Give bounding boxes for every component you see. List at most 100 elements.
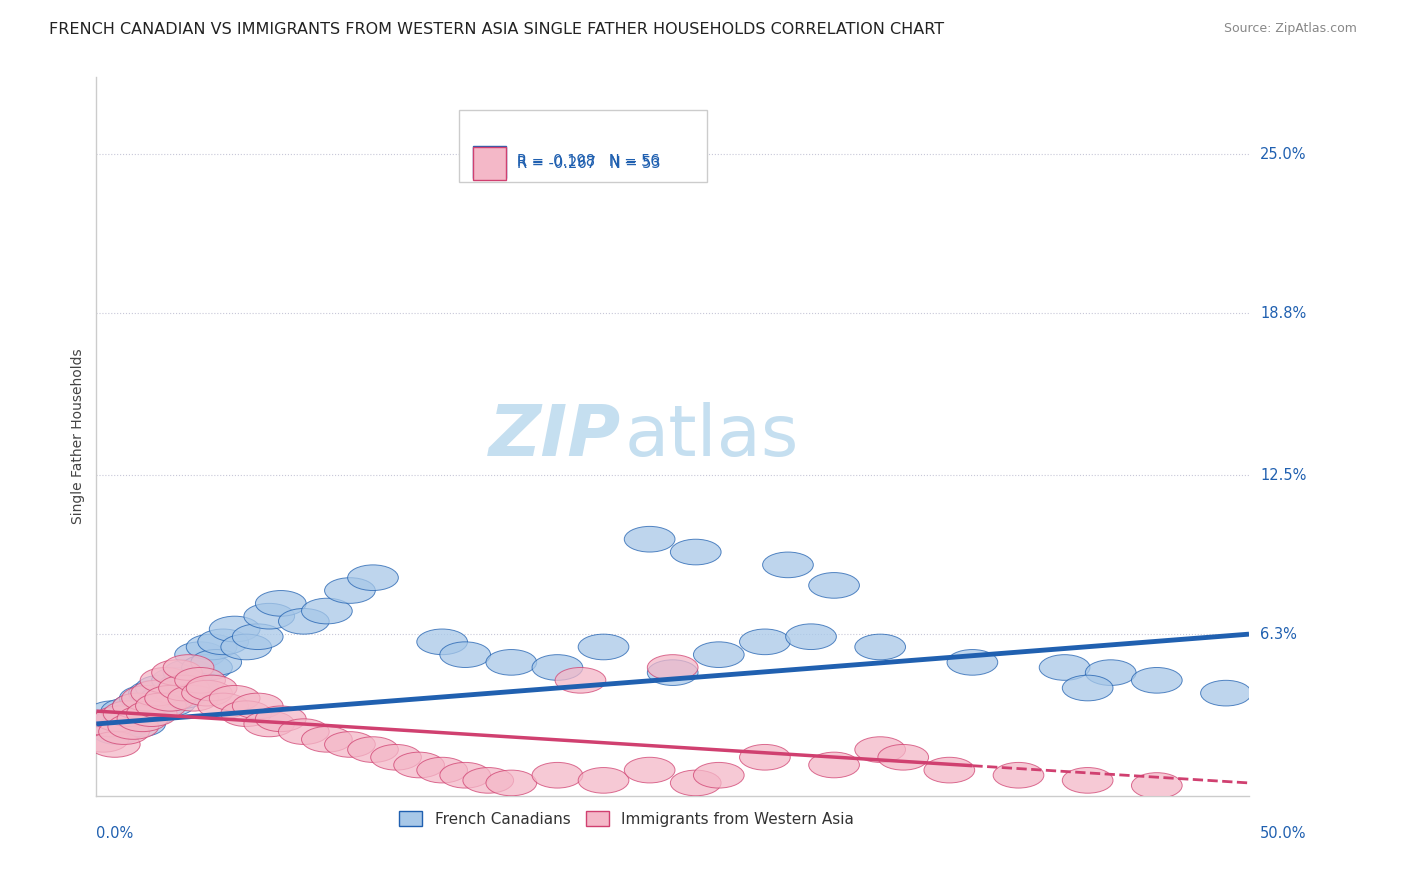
- Ellipse shape: [486, 770, 537, 796]
- Ellipse shape: [159, 675, 209, 701]
- Ellipse shape: [762, 552, 813, 578]
- Text: 12.5%: 12.5%: [1260, 467, 1306, 483]
- Ellipse shape: [152, 660, 202, 685]
- Ellipse shape: [103, 701, 155, 726]
- Text: R =  0.198   N = 56: R = 0.198 N = 56: [517, 154, 659, 169]
- Ellipse shape: [394, 752, 444, 778]
- Ellipse shape: [855, 634, 905, 660]
- Ellipse shape: [128, 681, 180, 706]
- Ellipse shape: [135, 675, 186, 701]
- Ellipse shape: [152, 667, 202, 693]
- Ellipse shape: [855, 737, 905, 763]
- Ellipse shape: [808, 573, 859, 599]
- Ellipse shape: [98, 719, 149, 745]
- Ellipse shape: [416, 629, 468, 655]
- Ellipse shape: [1201, 681, 1251, 706]
- Ellipse shape: [463, 767, 513, 793]
- Ellipse shape: [232, 693, 283, 719]
- Ellipse shape: [1132, 772, 1182, 798]
- Ellipse shape: [808, 752, 859, 778]
- Text: 0.0%: 0.0%: [97, 826, 134, 841]
- Ellipse shape: [301, 599, 353, 624]
- Ellipse shape: [134, 693, 184, 719]
- Ellipse shape: [671, 540, 721, 565]
- Ellipse shape: [198, 629, 249, 655]
- Ellipse shape: [97, 706, 148, 731]
- Ellipse shape: [101, 698, 152, 724]
- Ellipse shape: [347, 565, 398, 591]
- Ellipse shape: [141, 685, 191, 711]
- Ellipse shape: [693, 763, 744, 788]
- Ellipse shape: [531, 763, 582, 788]
- FancyBboxPatch shape: [474, 145, 506, 178]
- Ellipse shape: [174, 642, 225, 667]
- Ellipse shape: [924, 757, 974, 783]
- Ellipse shape: [120, 685, 170, 711]
- Ellipse shape: [181, 655, 232, 681]
- Ellipse shape: [671, 770, 721, 796]
- Ellipse shape: [141, 667, 191, 693]
- Ellipse shape: [98, 714, 149, 739]
- Text: FRENCH CANADIAN VS IMMIGRANTS FROM WESTERN ASIA SINGLE FATHER HOUSEHOLDS CORRELA: FRENCH CANADIAN VS IMMIGRANTS FROM WESTE…: [49, 22, 945, 37]
- Ellipse shape: [186, 634, 238, 660]
- Ellipse shape: [278, 608, 329, 634]
- Ellipse shape: [198, 693, 249, 719]
- Ellipse shape: [647, 660, 697, 685]
- Ellipse shape: [740, 629, 790, 655]
- Ellipse shape: [578, 767, 628, 793]
- FancyBboxPatch shape: [474, 147, 506, 180]
- Ellipse shape: [486, 649, 537, 675]
- Ellipse shape: [163, 655, 214, 681]
- Ellipse shape: [440, 642, 491, 667]
- Ellipse shape: [371, 745, 422, 770]
- Ellipse shape: [624, 526, 675, 552]
- Ellipse shape: [440, 763, 491, 788]
- Ellipse shape: [1063, 767, 1114, 793]
- Ellipse shape: [159, 673, 209, 698]
- Ellipse shape: [740, 745, 790, 770]
- Ellipse shape: [256, 706, 307, 731]
- Ellipse shape: [124, 701, 174, 726]
- Text: 18.8%: 18.8%: [1260, 306, 1306, 321]
- Ellipse shape: [94, 706, 145, 731]
- Ellipse shape: [77, 726, 128, 752]
- Ellipse shape: [1132, 667, 1182, 693]
- Ellipse shape: [122, 685, 173, 711]
- Ellipse shape: [112, 693, 163, 719]
- Text: 6.3%: 6.3%: [1260, 627, 1296, 641]
- Text: ZIP: ZIP: [488, 402, 621, 471]
- Ellipse shape: [877, 745, 928, 770]
- FancyBboxPatch shape: [460, 110, 707, 182]
- Ellipse shape: [90, 731, 141, 757]
- Ellipse shape: [145, 685, 195, 711]
- Ellipse shape: [1063, 675, 1114, 701]
- Ellipse shape: [647, 655, 697, 681]
- Ellipse shape: [91, 719, 142, 745]
- Ellipse shape: [555, 667, 606, 693]
- Ellipse shape: [221, 701, 271, 726]
- Ellipse shape: [131, 681, 181, 706]
- Ellipse shape: [115, 711, 166, 737]
- Ellipse shape: [112, 693, 163, 719]
- Ellipse shape: [786, 624, 837, 649]
- Ellipse shape: [243, 711, 295, 737]
- Ellipse shape: [186, 675, 238, 701]
- Ellipse shape: [232, 624, 283, 649]
- Ellipse shape: [80, 711, 131, 737]
- Ellipse shape: [416, 757, 468, 783]
- Ellipse shape: [84, 711, 135, 737]
- Ellipse shape: [181, 681, 232, 706]
- Ellipse shape: [221, 634, 271, 660]
- Ellipse shape: [105, 704, 156, 729]
- Ellipse shape: [117, 706, 167, 731]
- Ellipse shape: [325, 578, 375, 603]
- Ellipse shape: [243, 603, 295, 629]
- Text: R = -0.267   N = 53: R = -0.267 N = 53: [517, 156, 661, 171]
- Ellipse shape: [278, 719, 329, 745]
- Ellipse shape: [948, 649, 998, 675]
- Ellipse shape: [174, 667, 225, 693]
- Ellipse shape: [347, 737, 398, 763]
- Ellipse shape: [209, 685, 260, 711]
- Ellipse shape: [163, 660, 214, 685]
- Text: Source: ZipAtlas.com: Source: ZipAtlas.com: [1223, 22, 1357, 36]
